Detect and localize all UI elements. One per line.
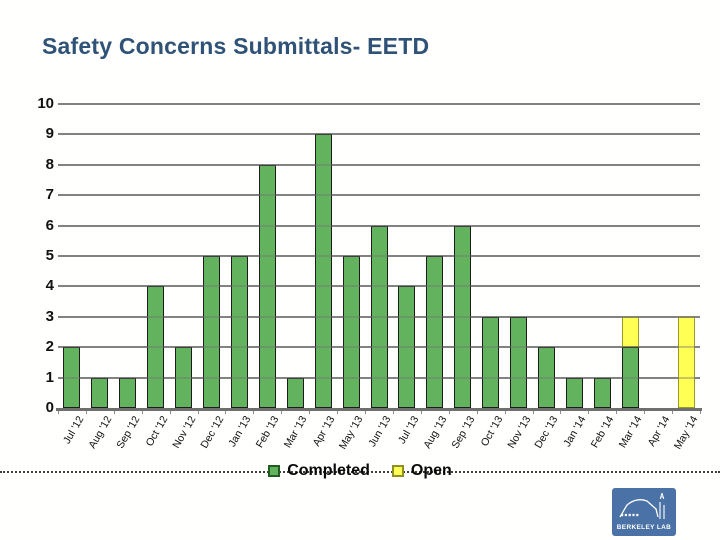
bar-segment-completed [398,286,416,408]
bar-segment-completed [370,225,388,408]
x-axis-tick [170,411,171,414]
x-axis-tick [505,411,506,414]
x-axis-tick [588,411,589,414]
y-axis-label: 3 [45,308,54,325]
gridline-overlay [58,316,700,318]
x-axis-tick [58,411,59,414]
bar-segment-completed [482,316,500,408]
y-axis-label: 9 [45,125,54,142]
logo-text: BERKELEY LAB [617,524,671,531]
bar-segment-completed [537,347,555,408]
berkeley-lab-logo-icon: BERKELEY LAB [612,488,676,536]
bar-segment-open [677,316,695,408]
gridline [58,164,700,166]
x-axis-tick [253,411,254,414]
y-axis-label: 0 [45,399,54,416]
legend-swatch-completed-icon [268,465,281,477]
x-axis-tick [86,411,87,414]
x-axis-tick [393,411,394,414]
gridline-overlay [58,103,700,105]
y-axis-label: 10 [37,95,54,112]
gridline-overlay [58,285,700,287]
x-axis-tick [142,411,143,414]
dotted-divider [0,471,720,473]
bar-segment-completed [147,286,165,408]
gridline-overlay [58,164,700,166]
bar-segment-completed [510,316,528,408]
x-axis-tick [114,411,115,414]
y-axis-label: 6 [45,217,54,234]
y-axis-label: 7 [45,186,54,203]
x-axis-tick [198,411,199,414]
gridline-overlay [58,133,700,135]
y-axis-label: 8 [45,156,54,173]
gridline-overlay [58,346,700,348]
bar-segment-completed [593,377,611,408]
gridline-overlay [58,255,700,257]
y-axis-label: 4 [45,277,54,294]
x-axis-tick [644,411,645,414]
bar-segment-completed [314,134,332,408]
y-axis-label: 2 [45,338,54,355]
x-axis-tick [533,411,534,414]
bar-segment-completed [565,377,583,408]
x-axis-tick [309,411,310,414]
x-axis-tick [365,411,366,414]
bar-segment-completed [203,256,221,408]
gridline [58,194,700,196]
bar-segment-completed [426,256,444,408]
bar-segment-open [621,316,639,348]
gridline-overlay [58,377,700,379]
bar-segment-completed [119,377,137,408]
bar-segment-completed [175,347,193,408]
bar-segment-completed [286,377,304,408]
bar-segment-completed [342,256,360,408]
gridline [58,103,700,105]
x-axis-tick [700,411,701,414]
gridline-overlay [58,225,700,227]
x-axis-tick [477,411,478,414]
bar-segment-completed [258,164,276,408]
gridline-overlay [58,194,700,196]
x-axis-tick [560,411,561,414]
gridline [58,133,700,135]
y-axis-label: 1 [45,369,54,386]
legend-label-open: Open [410,462,452,479]
legend-swatch-open-icon [391,465,404,477]
y-axis-label: 5 [45,247,54,264]
bar-segment-completed [454,225,472,408]
bar-segment-completed [230,256,248,408]
bar-segment-completed [63,347,81,408]
x-axis-line [56,408,702,411]
page-title: Safety Concerns Submittals- EETD [42,33,430,59]
x-axis-tick [616,411,617,414]
x-axis-tick [449,411,450,414]
legend-label-completed: Completed [287,462,370,479]
x-axis-tick [225,411,226,414]
bar-segment-completed [91,377,109,408]
x-axis-tick [281,411,282,414]
chart-legend: Completed Open [0,462,720,480]
bar-segment-completed [621,347,639,408]
x-axis-tick [421,411,422,414]
x-axis-tick [672,411,673,414]
x-axis-tick [337,411,338,414]
